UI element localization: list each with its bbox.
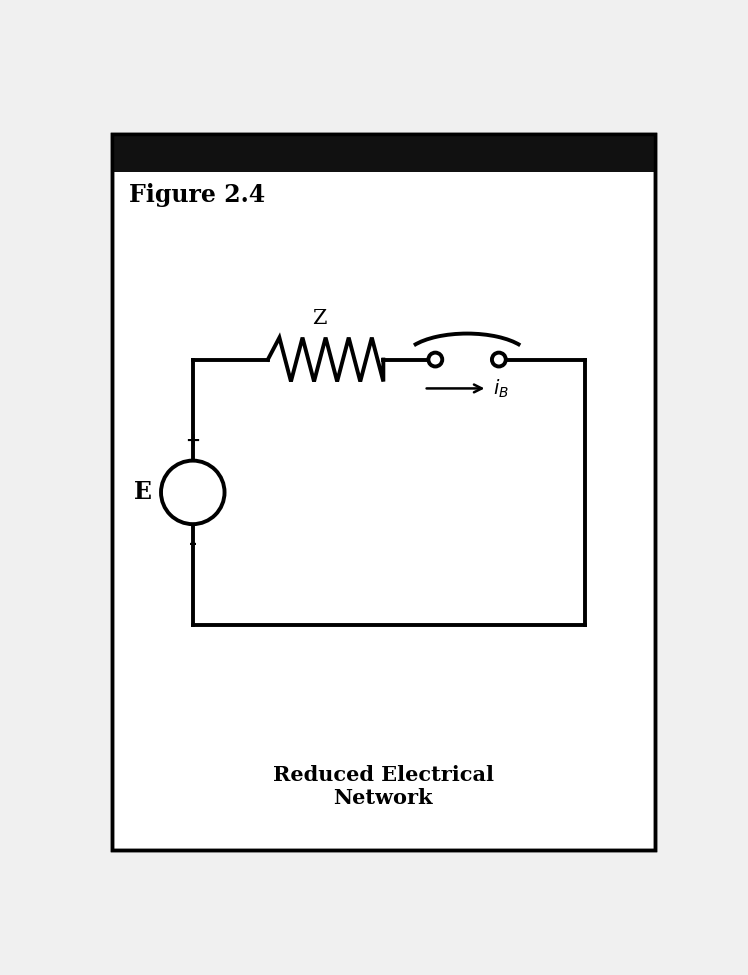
Text: Figure 2.4: Figure 2.4 bbox=[129, 183, 266, 208]
Bar bbox=[112, 135, 654, 172]
Text: +: + bbox=[186, 432, 200, 450]
Text: $i_B$: $i_B$ bbox=[493, 377, 509, 400]
Circle shape bbox=[161, 460, 224, 525]
Circle shape bbox=[429, 353, 442, 367]
Text: Reduced Electrical
Network: Reduced Electrical Network bbox=[273, 765, 494, 808]
Text: Z: Z bbox=[313, 309, 327, 328]
Text: E: E bbox=[135, 481, 153, 504]
Circle shape bbox=[492, 353, 506, 367]
Text: -: - bbox=[188, 534, 197, 553]
